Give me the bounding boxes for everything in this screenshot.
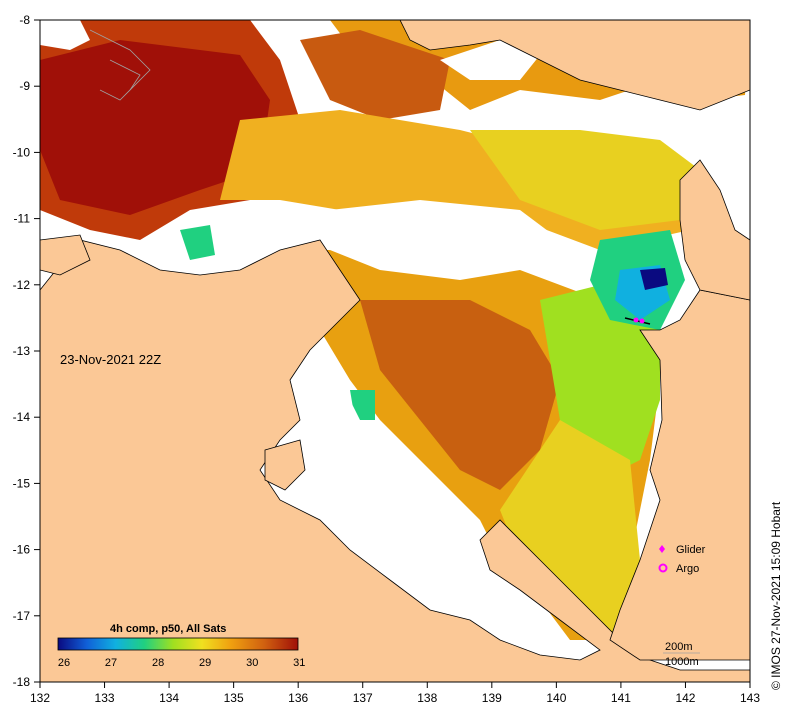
- glider-point: [639, 318, 645, 324]
- plot-area: [40, 20, 750, 682]
- contour-200-label: 200m: [665, 641, 693, 653]
- x-tick-label: 142: [675, 691, 695, 705]
- x-tick-label: 141: [611, 691, 631, 705]
- y-tick-label: -11: [14, 212, 31, 226]
- glider-track: [624, 317, 651, 325]
- x-tick-label: 132: [30, 691, 50, 705]
- x-tick-label: 135: [224, 691, 244, 705]
- x-tick-label: 136: [288, 691, 308, 705]
- y-tick-label: -9: [19, 79, 30, 93]
- contour-legend: 200m 1000m: [663, 641, 700, 668]
- y-axis: -8 -9 -10 -11 -12 -13 -14 -15 -16 -17 -18: [13, 13, 40, 689]
- y-tick-label: -14: [13, 410, 31, 424]
- contour-1000-label: 1000m: [665, 656, 699, 668]
- colorbar-bar: [57, 637, 299, 651]
- y-tick-label: -13: [13, 344, 31, 358]
- y-tick-label: -17: [13, 609, 31, 623]
- x-tick-label: 139: [482, 691, 502, 705]
- x-tick-label: 140: [546, 691, 566, 705]
- y-tick-label: -8: [19, 13, 30, 27]
- y-tick-label: -15: [13, 476, 31, 490]
- legend: Glider Argo: [658, 544, 706, 575]
- x-tick-label: 137: [353, 691, 373, 705]
- x-tick-label: 134: [159, 691, 179, 705]
- x-tick-label: 133: [95, 691, 115, 705]
- glider-point: [633, 317, 639, 323]
- argo-circle-icon: [658, 563, 668, 573]
- sst-field: [40, 20, 750, 640]
- colorbar: 4h comp, p50, All Sats 26 27 28 29 30 31: [57, 623, 305, 669]
- y-tick-label: -18: [13, 675, 31, 689]
- y-tick-label: -10: [13, 145, 31, 159]
- x-axis: 132 133 134 135 136 137 138 139 140 141 142 143: [30, 682, 760, 705]
- x-tick-label: 143: [740, 691, 760, 705]
- legend-glider-label: Glider: [676, 544, 706, 556]
- colorbar-label: 26: [58, 657, 70, 669]
- colorbar-title: 4h comp, p50, All Sats: [110, 623, 226, 635]
- land: [40, 20, 750, 682]
- colorbar-label: 28: [152, 657, 164, 669]
- imos-credit: © IMOS 27-Nov-2021 15:09 Hobart: [769, 501, 783, 690]
- bathymetry-contours: [89, 29, 151, 101]
- legend-argo-label: Argo: [676, 563, 699, 575]
- colorbar-label: 29: [199, 657, 211, 669]
- colorbar-label: 30: [246, 657, 258, 669]
- y-tick-label: -16: [13, 543, 31, 557]
- colorbar-label: 31: [293, 657, 305, 669]
- y-tick-label: -12: [13, 278, 31, 292]
- date-label: 23-Nov-2021 22Z: [60, 352, 161, 367]
- colorbar-label: 27: [105, 657, 117, 669]
- x-tick-label: 138: [417, 691, 437, 705]
- diamond-icon: [659, 545, 665, 553]
